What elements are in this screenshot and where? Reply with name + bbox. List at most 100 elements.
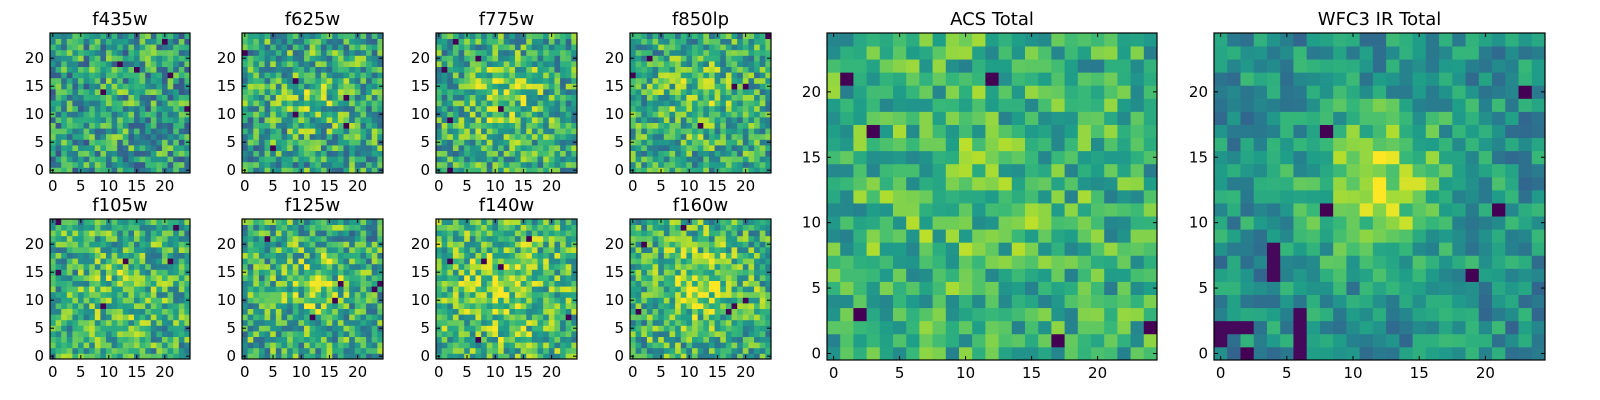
- heatmap-cell: [287, 235, 294, 242]
- heatmap-cell: [117, 342, 124, 349]
- heatmap-cell: [520, 286, 527, 293]
- heatmap-cell: [139, 161, 146, 168]
- heatmap-cell: [571, 252, 578, 259]
- heatmap-cell: [315, 280, 322, 287]
- heatmap-cell: [326, 77, 333, 84]
- heatmap-cell: [281, 342, 288, 349]
- heatmap-cell: [247, 150, 254, 157]
- heatmap-cell: [343, 94, 350, 101]
- heatmap-cell: [162, 336, 168, 343]
- heatmap-cell: [742, 55, 749, 62]
- heatmap-cell: [531, 336, 538, 343]
- heatmap-cell: [720, 128, 727, 135]
- heatmap-cell: [94, 83, 101, 90]
- heatmap-cell: [537, 167, 544, 174]
- heatmap-cell: [441, 258, 448, 265]
- heatmap-cell: [481, 308, 488, 315]
- heatmap-cell: [66, 105, 73, 112]
- heatmap-cell: [61, 286, 68, 293]
- heatmap-cell: [630, 49, 637, 56]
- heatmap-cell: [560, 314, 567, 321]
- heatmap-cell: [354, 258, 361, 265]
- heatmap-cell: [117, 230, 124, 237]
- heatmap-cell: [298, 308, 305, 315]
- heatmap-cell: [150, 72, 157, 79]
- heatmap-cell: [61, 331, 68, 337]
- heatmap-cell: [337, 235, 344, 242]
- heatmap-cell: [117, 139, 124, 146]
- heatmap-cell: [264, 336, 271, 343]
- heatmap-cell: [287, 61, 294, 67]
- heatmap-cell: [360, 331, 367, 337]
- heatmap-cell: [526, 235, 533, 242]
- heatmap-cell: [72, 94, 79, 101]
- heatmap-cell: [298, 77, 305, 84]
- heatmap-cell: [354, 286, 361, 293]
- heatmap-cell: [173, 89, 180, 95]
- heatmap-cell: [436, 314, 443, 321]
- heatmap-cell: [543, 297, 550, 304]
- heatmap-cell: [658, 105, 665, 112]
- heatmap-cell: [526, 247, 533, 253]
- heatmap-cell: [708, 331, 715, 337]
- heatmap-cell: [178, 319, 185, 326]
- heatmap-cell: [139, 230, 146, 237]
- heatmap-cell: [337, 291, 344, 298]
- heatmap-cell: [560, 331, 567, 337]
- heatmap-cell: [167, 314, 174, 321]
- heatmap-cell: [343, 230, 350, 237]
- heatmap-cell: [481, 33, 488, 39]
- heatmap-cell: [686, 128, 693, 135]
- heatmap-cell: [635, 33, 642, 39]
- heatmap-cell: [498, 247, 505, 253]
- heatmap-cell: [520, 241, 527, 248]
- heatmap-cell: [292, 117, 299, 123]
- heatmap-cell: [275, 139, 282, 146]
- heatmap-cell: [492, 72, 499, 79]
- heatmap-cell: [309, 247, 316, 253]
- heatmap-cell: [464, 77, 471, 84]
- heatmap-cell: [349, 263, 356, 270]
- heatmap-cell: [725, 150, 732, 157]
- heatmap-cell: [332, 230, 339, 237]
- heatmap-cell: [680, 342, 687, 349]
- heatmap-cell: [543, 252, 550, 259]
- heatmap-cell: [543, 139, 550, 146]
- heatmap-cell: [298, 44, 305, 51]
- heatmap-cell: [167, 145, 174, 151]
- heatmap-cell: [571, 105, 578, 112]
- heatmap-cell: [128, 105, 135, 112]
- heatmap-cell: [55, 252, 62, 259]
- heatmap-cell: [167, 291, 174, 298]
- heatmap-cell: [281, 325, 288, 332]
- heatmap-cell: [122, 66, 129, 73]
- heatmap-cell: [492, 331, 499, 337]
- heatmap-cell: [309, 331, 316, 337]
- heatmap-cell: [111, 122, 118, 129]
- heatmap-cell: [652, 353, 659, 360]
- heatmap-cell: [703, 117, 710, 123]
- heatmap-cell: [720, 291, 727, 298]
- heatmap-cell: [275, 156, 282, 163]
- heatmap-cell: [458, 122, 465, 129]
- heatmap-cell: [560, 117, 567, 123]
- heatmap-cell: [481, 161, 488, 168]
- heatmap-cell: [326, 286, 333, 293]
- heatmap-cell: [571, 219, 578, 225]
- heatmap-cell: [731, 145, 738, 151]
- heatmap-cell: [156, 353, 163, 360]
- heatmap-cell: [117, 44, 124, 51]
- heatmap-cell: [332, 286, 339, 293]
- heatmap-cell: [66, 325, 73, 332]
- heatmap-cell: [498, 139, 505, 146]
- heatmap-cell: [697, 38, 704, 45]
- heatmap-cell: [492, 38, 499, 45]
- heatmap-cell: [748, 38, 755, 45]
- heatmap-cell: [337, 297, 344, 304]
- heatmap-cell: [737, 83, 744, 90]
- heatmap-cell: [315, 133, 322, 140]
- heatmap-cell: [635, 72, 642, 79]
- heatmap-cell: [759, 336, 766, 343]
- heatmap-cell: [464, 297, 471, 304]
- heatmap-cell: [509, 314, 516, 321]
